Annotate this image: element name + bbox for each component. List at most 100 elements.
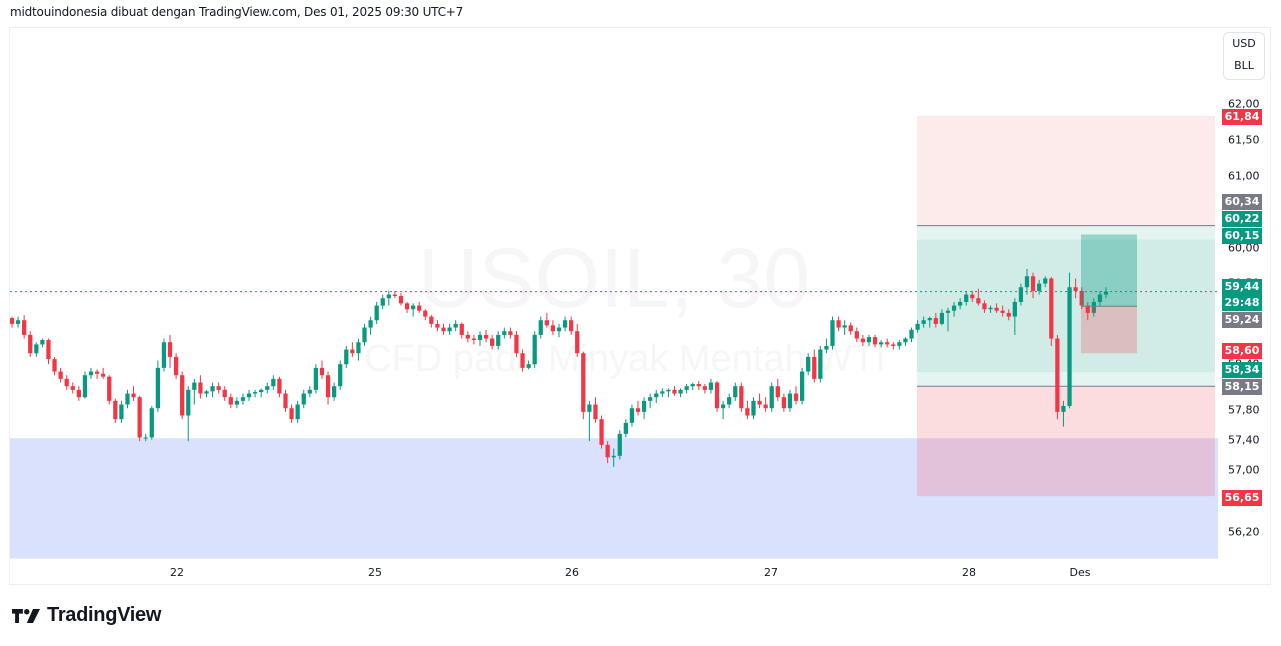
candle-body [872, 337, 878, 345]
candle-body [958, 301, 963, 306]
watermark-symbol: USOIL, 30 [10, 230, 1218, 327]
candle-body [180, 375, 185, 416]
candle-body [46, 340, 51, 360]
candle-body [295, 404, 300, 420]
candle-body [417, 305, 422, 311]
candle-body [40, 340, 45, 345]
candle-body [52, 359, 57, 372]
candle-body [259, 389, 264, 393]
candle-body [319, 367, 325, 376]
time-label: 25 [368, 566, 382, 579]
candle-body [338, 364, 343, 387]
candle-body [921, 320, 926, 324]
candle-body [386, 294, 391, 299]
candle-body [581, 353, 586, 412]
candle-body [1006, 312, 1011, 317]
candle-body [976, 298, 981, 304]
candle-body [562, 320, 568, 328]
candle-body [186, 389, 191, 416]
candle-body [593, 404, 598, 420]
candle-body [222, 389, 227, 398]
candle-body [836, 320, 841, 328]
candle-body [599, 419, 604, 445]
candle-body [933, 318, 938, 324]
candle-body [429, 316, 434, 324]
candle-body [1049, 278, 1054, 339]
candle-body [423, 310, 428, 317]
candle-body [119, 404, 124, 420]
price-badge: 59,44 [1222, 279, 1262, 295]
position-target-zone [1081, 234, 1137, 307]
candle-body [988, 307, 993, 310]
candle-body [137, 397, 142, 438]
candle-body [216, 386, 221, 390]
candle-body [909, 329, 914, 339]
tradingview-logo-icon [12, 608, 40, 623]
candle-body [271, 378, 276, 387]
candle-body [739, 386, 744, 409]
candle-body [672, 389, 677, 394]
candle-body [483, 334, 489, 339]
candle-body [751, 400, 756, 416]
candle-body [82, 375, 88, 398]
candle-body [70, 386, 75, 390]
time-label: 27 [764, 566, 778, 579]
candle-body [769, 386, 774, 409]
candle-body [544, 320, 549, 326]
candle-body [666, 389, 671, 392]
price-badge: 58,60 [1222, 343, 1262, 359]
candle-body [939, 312, 945, 324]
candle-body [447, 327, 452, 332]
candle-body [22, 320, 27, 335]
candle-body [854, 331, 859, 339]
candle-body [1061, 405, 1066, 412]
price-unit-selector[interactable]: USD BLL [1223, 32, 1265, 80]
candle-body [107, 376, 112, 401]
candle-body [277, 378, 282, 394]
price-tick-label: 57,80 [1228, 403, 1260, 417]
candle-body [1091, 301, 1096, 313]
candle-body [441, 327, 446, 332]
price-badge: 60,22 [1222, 211, 1262, 227]
candle-body [793, 393, 799, 401]
candle-body [155, 367, 160, 409]
candle-body [301, 393, 306, 405]
candle-body [404, 303, 410, 310]
candle-body [654, 393, 659, 398]
candle-body [459, 323, 464, 335]
plot-area[interactable]: USOIL, 30 CFD pada Minyak Mentah WTI [10, 28, 1218, 558]
candle-body [283, 393, 288, 409]
candle-body [781, 397, 787, 409]
candle-body [970, 294, 975, 299]
candle-body [550, 325, 556, 332]
price-badge: 58,34 [1222, 362, 1262, 378]
candle-body [878, 342, 884, 345]
candle-body [204, 391, 209, 394]
candlestick-chart[interactable] [10, 28, 1218, 558]
tradingview-logo[interactable]: TradingView [11, 604, 161, 627]
position-stop-zone [1081, 306, 1137, 354]
candle-body [167, 342, 173, 357]
candle-body [812, 356, 817, 379]
candle-body [58, 371, 63, 379]
candle-body [331, 386, 337, 398]
candle-body [374, 305, 379, 321]
candle-body [806, 356, 811, 372]
lower-stop-zone [917, 386, 1215, 497]
price-badge: 59,24 [1222, 312, 1262, 328]
candle-body [1097, 294, 1103, 302]
candle-body [246, 393, 252, 398]
candle-body [824, 345, 829, 350]
candle-body [623, 422, 628, 434]
time-axis[interactable] [10, 558, 1218, 585]
candle-body [684, 386, 689, 390]
candle-body [727, 397, 732, 405]
candle-body [113, 400, 118, 420]
candle-body [1103, 291, 1109, 295]
candle-body [903, 338, 908, 343]
candle-body [508, 331, 513, 335]
price-tick-label: 56,20 [1228, 525, 1260, 539]
candle-body [617, 433, 622, 456]
candle-body [982, 303, 987, 310]
candle-body [520, 353, 525, 368]
